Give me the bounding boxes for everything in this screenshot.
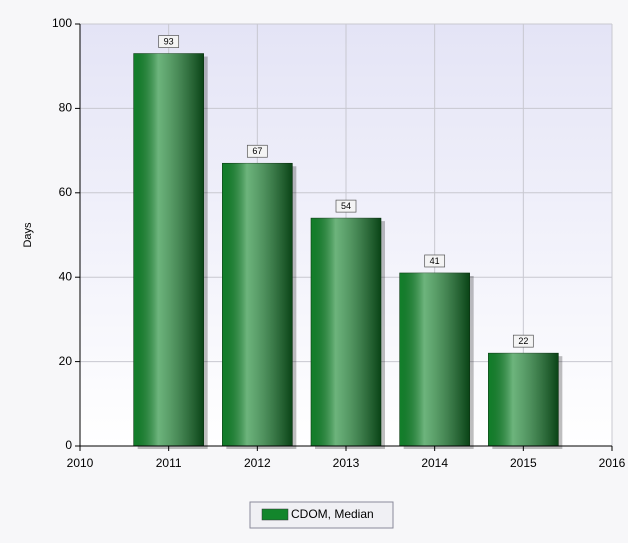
data-label-box xyxy=(335,199,357,213)
y-axis-label: Days xyxy=(22,222,34,248)
data-label: 67 xyxy=(252,146,262,156)
y-tick-label: 0 xyxy=(65,438,72,452)
legend-label: CDOM, Median xyxy=(291,507,374,521)
data-label: 93 xyxy=(164,36,174,46)
bar xyxy=(488,352,559,447)
data-label-box xyxy=(246,144,268,158)
y-tick-label: 80 xyxy=(59,101,73,115)
data-label: 54 xyxy=(341,201,351,211)
x-tick-label: 2015 xyxy=(510,456,537,470)
bar xyxy=(133,53,204,447)
y-tick-label: 40 xyxy=(59,269,73,283)
y-tick-label: 100 xyxy=(52,16,72,30)
x-tick-label: 2016 xyxy=(599,456,626,470)
x-tick-label: 2013 xyxy=(333,456,360,470)
bar xyxy=(222,162,293,447)
x-tick-label: 2011 xyxy=(156,456,182,470)
data-label: 41 xyxy=(430,256,440,266)
data-label-box xyxy=(512,334,534,348)
bar xyxy=(310,217,382,447)
y-tick-label: 60 xyxy=(59,185,73,199)
y-tick-label: 20 xyxy=(59,354,73,368)
x-tick-label: 2010 xyxy=(67,456,94,470)
labels: 0 20 40 60 80 100 2010 2011 2012 2013 2014 2015 2016… xyxy=(52,16,626,470)
x-tick-label: 2012 xyxy=(244,456,271,470)
x-tick-label: 2014 xyxy=(421,456,448,470)
bar xyxy=(399,272,470,447)
data-label-box xyxy=(158,35,180,48)
data-label-box xyxy=(424,254,446,268)
legend-swatch xyxy=(261,508,289,521)
data-label: 22 xyxy=(518,336,528,346)
